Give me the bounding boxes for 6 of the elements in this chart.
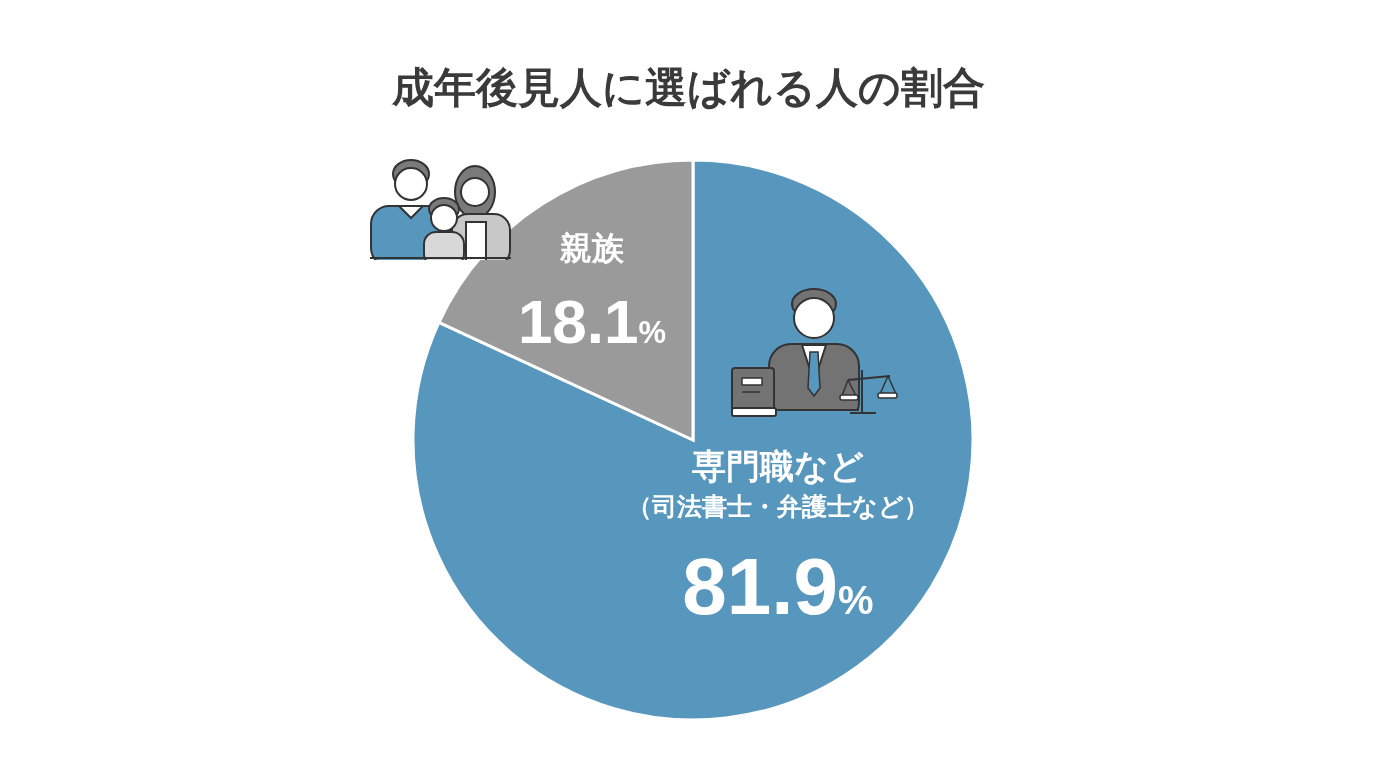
pie-slice: [411, 158, 975, 722]
slice-label: 親族: [559, 230, 625, 266]
chart-title: 成年後見人に選ばれる人の割合: [390, 63, 986, 113]
slice-label: 専門職など（司法書士・弁護士など）: [627, 447, 929, 520]
data-label: 18.1%: [517, 287, 667, 356]
data-label: 81.9%: [682, 542, 874, 631]
